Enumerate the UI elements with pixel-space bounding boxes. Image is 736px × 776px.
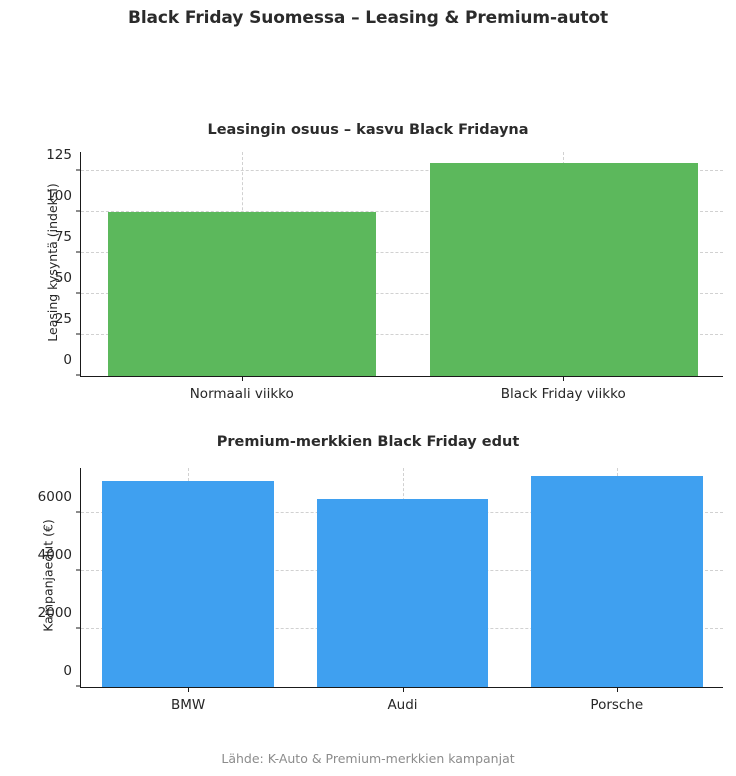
source-note: Lähde: K-Auto & Premium-merkkien kampanj… bbox=[221, 751, 515, 766]
ytick-mark-75 bbox=[76, 251, 81, 253]
gridline-y-50 bbox=[81, 292, 723, 294]
plot-area-premium: 0 2000 4000 6000 BMW Audi Porsche bbox=[38, 468, 723, 713]
ytick-mark-6000 bbox=[76, 511, 81, 513]
xtick-label-porsche: Porsche bbox=[590, 697, 644, 713]
ytick-label-6000: 6000 bbox=[37, 489, 72, 506]
ytick-label-4000: 4000 bbox=[37, 547, 72, 564]
chart-panel-premium: Premium-merkkien Black Friday edut 0 200… bbox=[0, 434, 736, 734]
bar-normaali-viikko[interactable] bbox=[108, 211, 376, 376]
ytick-mark-100 bbox=[76, 210, 81, 212]
chart-panel-leasing: Leasingin osuus – kasvu Black Fridayna 0… bbox=[0, 122, 736, 412]
ytick-label-75: 75 bbox=[54, 228, 72, 245]
xtick-label-bmw: BMW bbox=[171, 697, 206, 713]
ytick-mark-0 bbox=[76, 374, 81, 376]
ytick-label-0: 0 bbox=[63, 663, 72, 679]
xtick-label-audi: Audi bbox=[387, 697, 418, 713]
y-axis-label-leasing: Leasing kysyntä (indeksi) bbox=[45, 183, 60, 342]
bar-audi[interactable] bbox=[316, 498, 489, 687]
chart-title-leasing: Leasingin osuus – kasvu Black Fridayna bbox=[207, 122, 529, 138]
ytick-label-0: 0 bbox=[63, 352, 72, 368]
xtick-mark-normaali-viikko bbox=[241, 376, 243, 381]
ytick-label-100: 100 bbox=[46, 187, 72, 204]
ytick-mark-0 bbox=[76, 685, 81, 687]
xtick-label-normaali-viikko: Normaali viikko bbox=[189, 386, 294, 402]
chart-title-premium: Premium-merkkien Black Friday edut bbox=[216, 434, 520, 450]
gridline-y-125 bbox=[81, 169, 723, 171]
ytick-mark-4000 bbox=[76, 569, 81, 571]
bar-black-friday-viikko[interactable] bbox=[429, 162, 698, 376]
ytick-mark-2000 bbox=[76, 627, 81, 629]
gridline-y-25 bbox=[81, 333, 723, 335]
ytick-label-25: 25 bbox=[54, 310, 72, 327]
y-axis-label-premium: Kampanjaedut (€) bbox=[40, 519, 56, 632]
ytick-label-2000: 2000 bbox=[37, 605, 72, 622]
xtick-mark-bmw bbox=[188, 687, 190, 692]
xtick-mark-black-friday-viikko bbox=[563, 376, 565, 381]
xtick-label-black-friday-viikko: Black Friday viikko bbox=[500, 386, 626, 402]
ytick-mark-50 bbox=[76, 292, 81, 294]
ytick-label-50: 50 bbox=[54, 269, 72, 286]
plot-area-leasing: 0 25 50 75 100 125 Normaali viikko Black… bbox=[46, 147, 723, 402]
bar-bmw[interactable] bbox=[102, 481, 274, 687]
ytick-label-125: 125 bbox=[46, 146, 72, 163]
ytick-mark-25 bbox=[76, 333, 81, 335]
xtick-mark-porsche bbox=[616, 687, 618, 692]
gridline-y-75 bbox=[81, 251, 723, 253]
gridline-y-100 bbox=[81, 210, 723, 212]
ytick-mark-125 bbox=[76, 169, 81, 171]
bar-porsche[interactable] bbox=[531, 475, 703, 687]
xtick-mark-audi bbox=[402, 687, 404, 692]
page-title: Black Friday Suomessa – Leasing & Premiu… bbox=[127, 8, 609, 28]
